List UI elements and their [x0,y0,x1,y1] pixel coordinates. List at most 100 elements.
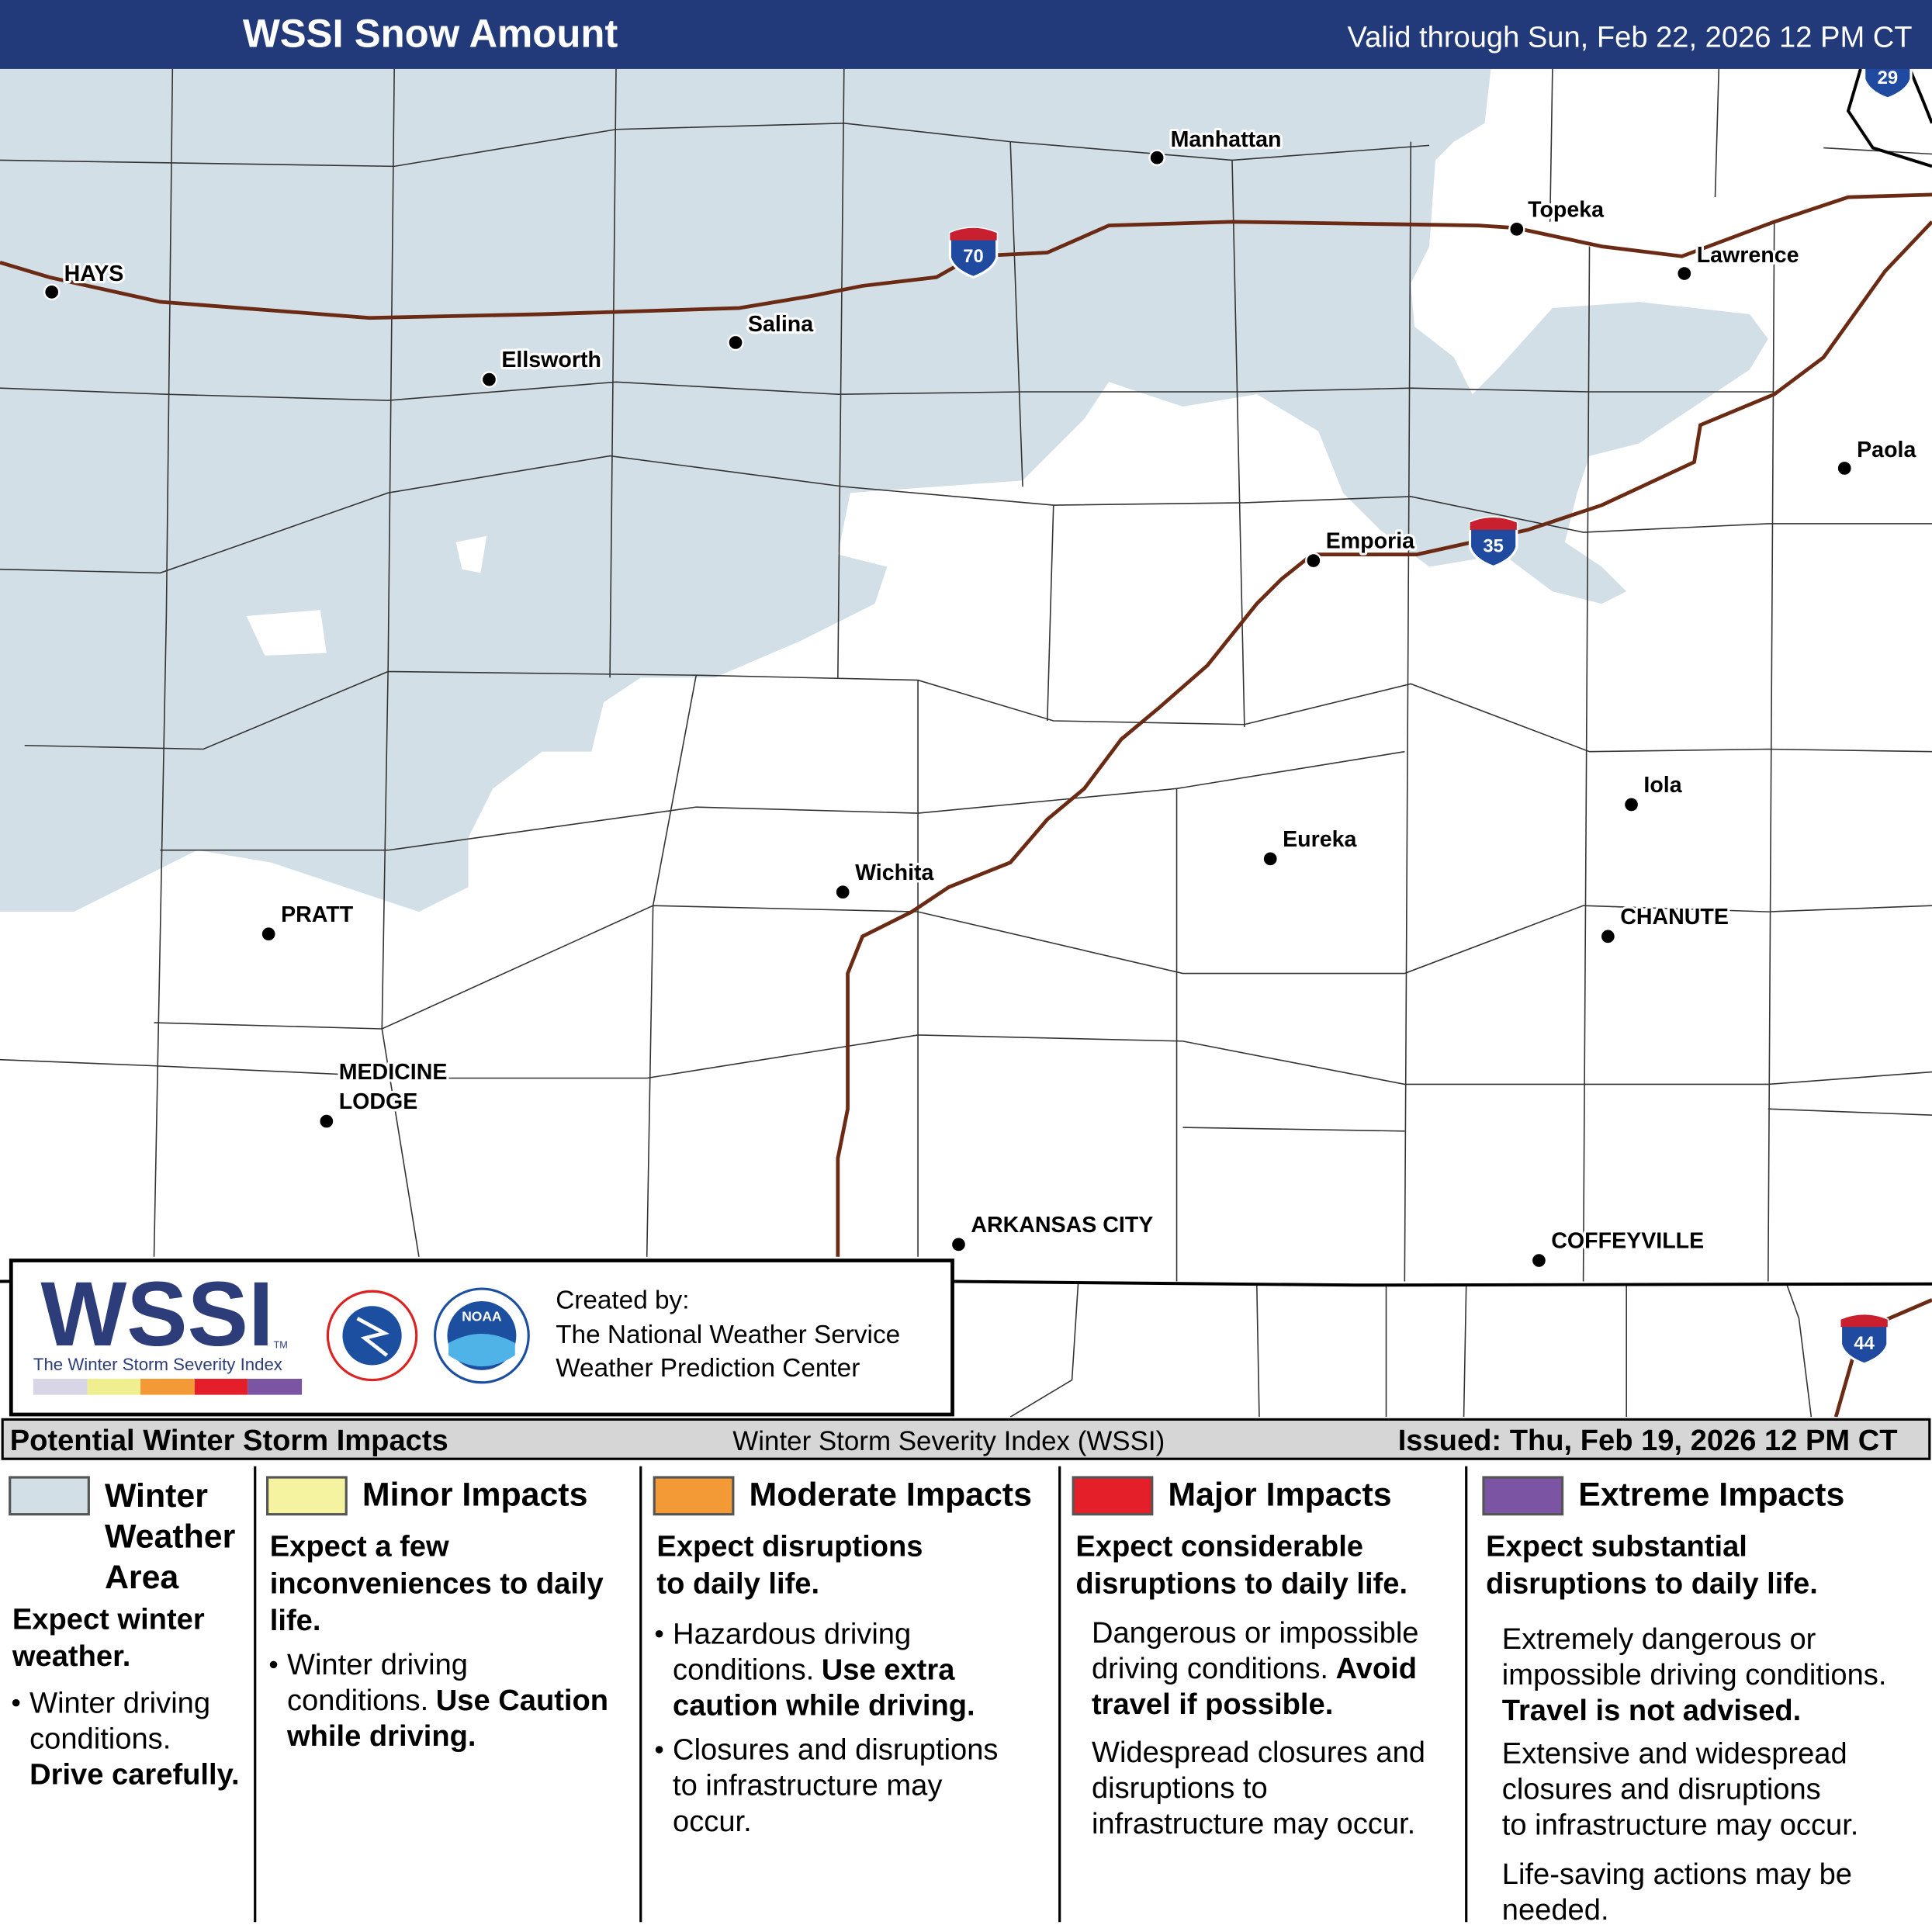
city-label: Ellsworth [501,348,601,372]
interstate-70 [0,192,1932,320]
strip-segment [87,1378,141,1395]
city-label: COFFEYVILLE [1551,1229,1704,1254]
city-dot [1508,220,1525,238]
city-dot [480,371,498,388]
legend-headline: disruptions to daily life. [1486,1567,1818,1600]
legend-line: Travel is not advised. [1502,1695,1802,1727]
legend-headline: weather. [12,1640,131,1673]
city-dot [1305,552,1322,570]
legend-line: to infrastructure may [673,1770,942,1802]
legend-headline: Expect winter [12,1603,205,1636]
city-label: Eureka [1283,827,1357,852]
interstate-shield: 70 [948,227,999,279]
legend-swatch [1072,1476,1154,1516]
legend-line: Drive carefully. [29,1758,239,1791]
city-dot [950,1236,968,1253]
city-label: PRATT [281,902,354,927]
line-text: to infrastructure may occur. [1502,1809,1859,1842]
legend-line: impossible driving conditions. [1502,1659,1887,1691]
line-text: occur. [673,1806,752,1838]
noaa-wave [448,1334,515,1367]
line-text: infrastructure may occur. [1092,1808,1415,1840]
city-dot [1836,459,1853,477]
header-title: WSSI Snow Amount [243,11,618,55]
line-bold: Use extra [822,1653,955,1686]
nws-bolt [356,1317,390,1357]
wssi-wordmark: WSSI [40,1263,273,1365]
line-text: Extremely dangerous or [1502,1623,1816,1656]
legend-swatch [266,1476,348,1516]
city-dot [1262,850,1279,867]
wssi-color-strip [33,1378,303,1395]
legend-line: caution while driving. [673,1690,975,1723]
city-label: Topeka [1528,197,1605,222]
city-label: Emporia [1326,529,1415,554]
line-bold: Drive carefully. [29,1758,239,1791]
shield-number: 35 [1483,535,1503,556]
line-text: Life-saving actions may be [1502,1858,1852,1891]
line-text: Extensive and widespread [1502,1737,1847,1770]
city-label: Manhattan [1171,127,1282,152]
city-label: MEDICINE [339,1060,448,1085]
legend-line: conditions. Use extra [673,1653,955,1686]
legend-line: Dangerous or impossible [1092,1617,1419,1650]
legend-line: driving conditions. Avoid [1092,1653,1417,1685]
legend-line: Life-saving actions may be [1502,1858,1852,1891]
legend-line: closures and disruptions [1502,1773,1821,1806]
line-text: Winter driving [29,1687,210,1719]
legend-title: Potential Winter Storm Impacts [10,1425,448,1457]
line-text: disruptions to [1092,1772,1268,1805]
interstate-35 [836,220,1932,1257]
legend-line: needed. [1502,1894,1609,1927]
line-text: Dangerous or impossible [1092,1617,1419,1650]
legend-line: infrastructure may occur. [1092,1808,1415,1840]
legend-headline: life. [270,1605,321,1637]
credit-line: Weather Prediction Center [556,1354,860,1383]
legend-line: Winter driving [29,1687,210,1719]
city-label: Paola [1857,438,1916,462]
bullet [655,1629,663,1638]
legend-line: Extremely dangerous or [1502,1623,1816,1656]
legend-dividers [254,1466,1468,1923]
legend-swatch [1482,1476,1564,1516]
credit-line: Created by: [556,1286,689,1314]
line-text: conditions. [673,1653,814,1686]
legend-name: Minor Impacts [362,1477,588,1514]
legend-line: conditions. Use Caution [287,1684,608,1717]
strip-segment [33,1378,88,1395]
city-label: Salina [748,312,814,337]
bullet [655,1746,663,1754]
city-dot [318,1113,335,1130]
legend-line: Extensive and widespread [1502,1737,1847,1770]
bullet [269,1660,278,1669]
legend-line: Closures and disruptions [673,1734,998,1767]
line-text: Widespread closures and [1092,1736,1425,1769]
legend-line: conditions. [29,1723,171,1755]
bullet [12,1698,20,1707]
city-dot [260,925,277,943]
interstate-shield: 35 [1468,516,1518,569]
legend-name: Winter [105,1477,208,1515]
legend-headline: Expect disruptions [656,1531,923,1563]
legend-line: travel if possible. [1092,1688,1333,1721]
noaa-text: NOAA [462,1308,502,1324]
wssi-subtitle: The Winter Storm Severity Index [33,1355,282,1374]
legend-name: Moderate Impacts [750,1477,1032,1514]
legend-swatch [9,1476,90,1516]
legend-line: while driving. [286,1720,476,1753]
shield-number: 70 [963,246,984,267]
credit-line: The National Weather Service [556,1321,900,1349]
line-text: conditions. [29,1723,171,1755]
header-bar [0,0,1932,69]
line-bold: caution while driving. [673,1690,975,1723]
legend-line: Hazardous driving [673,1618,911,1650]
line-bold: while driving. [286,1720,476,1753]
line-text: closures and disruptions [1502,1773,1821,1806]
city-label: Iola [1643,773,1682,798]
legend-name: Extreme Impacts [1578,1477,1844,1514]
city-dot [43,283,61,301]
legend-name: Area [105,1559,179,1596]
line-text: conditions. [287,1684,428,1717]
